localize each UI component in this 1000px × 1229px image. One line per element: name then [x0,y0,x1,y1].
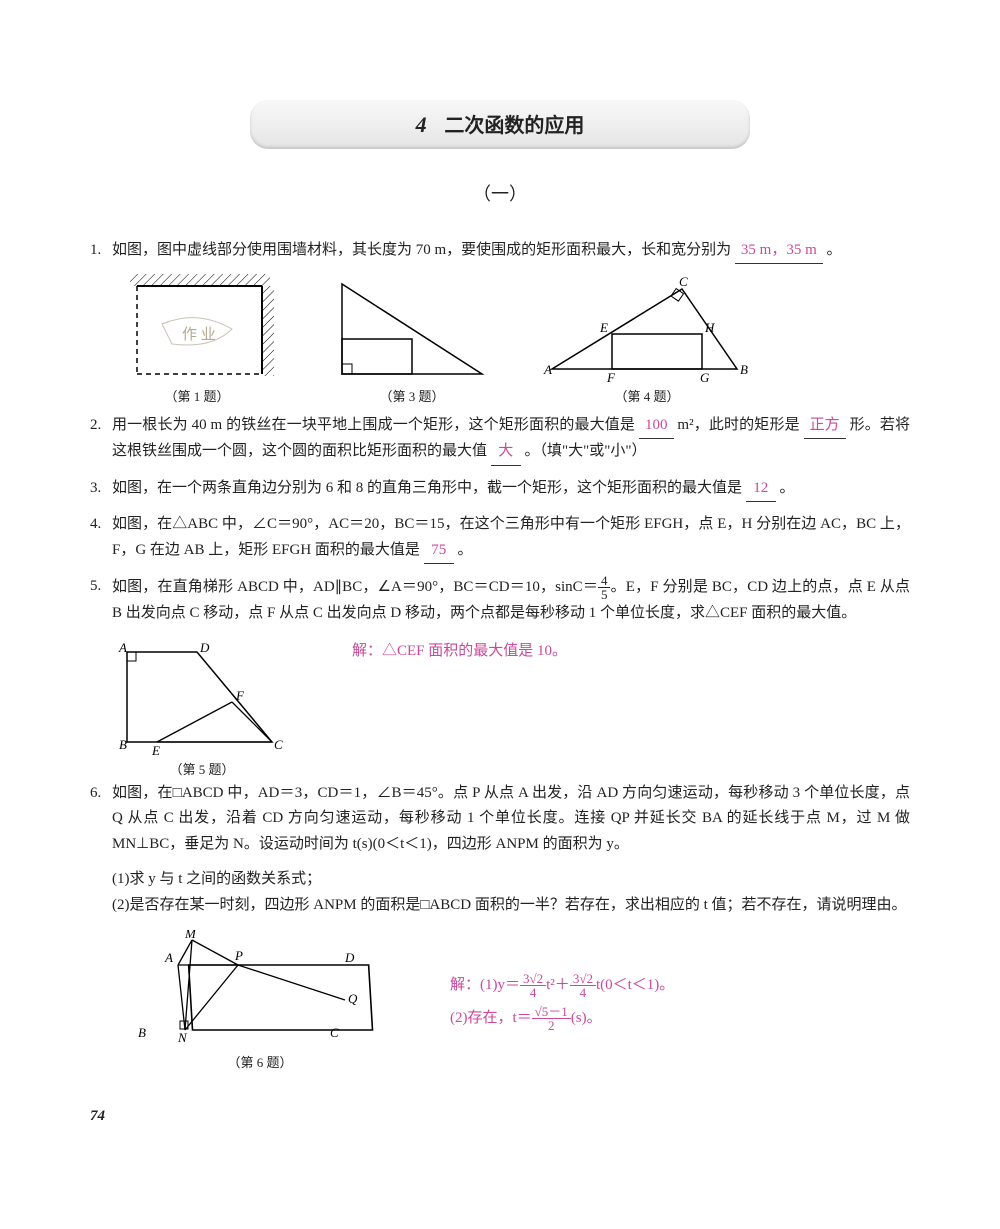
q3-answer: 12 [746,476,776,503]
section-title: 二次函数的应用 [444,115,584,137]
q5-solution: 解：△CEF 面积的最大值是 10。 [352,637,567,665]
q2-t1: 用一根长为 40 m 的铁丝在一块平地上围成一个矩形，这个矩形面积的最大值是 [112,417,635,433]
fig3-caption: （第 3 题） [332,386,492,408]
problem-number: 6. [90,781,112,858]
problem-body: 如图，在一个两条直角边分别为 6 和 8 的直角三角形中，截一个矩形，这个矩形面… [112,476,910,503]
svg-text:H: H [704,320,715,335]
section-banner: 4 二次函数的应用 [250,100,750,149]
svg-text:A: A [543,362,552,377]
problem-body: 如图，在△ABC 中，∠C＝90°，AC＝20，BC＝15，在这个三角形中有一个… [112,512,910,564]
q6-sol-line2: (2)存在，t＝√5－12(s)。 [450,1002,674,1035]
problem-6: 6. 如图，在□ABCD 中，AD＝3，CD＝1，∠B＝45°。点 P 从点 A… [90,781,910,858]
q4-t1: 如图，在△ABC 中，∠C＝90°，AC＝20，BC＝15，在这个三角形中有一个… [112,516,910,558]
q4-tail: 。 [457,542,472,558]
svg-text:M: M [184,930,197,941]
svg-text:C: C [274,737,283,752]
fig5-caption: （第 5 题） [112,759,292,781]
q6-fig-sol: A D B C M N P Q （第 6 题） 解：(1)y＝3√24t²＋3√… [90,930,910,1074]
fig4-svg: A B C E H F G [542,274,752,384]
q2-t2: m²，此时的矩形是 [677,417,799,433]
q2-a1: 100 [639,413,674,440]
svg-text:F: F [235,688,245,703]
problem-5: 5. 如图，在直角梯形 ABCD 中，AD∥BC，∠A＝90°，BC＝CD＝10… [90,574,910,627]
q5-fig-sol: A D B C E F （第 5 题） 解：△CEF 面积的最大值是 10。 [90,637,910,781]
fig3-svg [332,274,492,384]
svg-text:A: A [164,950,173,965]
fig-4: A B C E H F G （第 4 题） [542,274,752,408]
svg-text:D: D [344,950,355,965]
problem-body: 如图，在直角梯形 ABCD 中，AD∥BC，∠A＝90°，BC＝CD＝10，si… [112,574,910,627]
problem-number: 1. [90,238,112,265]
svg-text:C: C [679,274,688,289]
problem-number: 4. [90,512,112,564]
q2-t4: 。（填"大"或"小"） [525,443,647,459]
problem-body: 如图，在□ABCD 中，AD＝3，CD＝1，∠B＝45°。点 P 从点 A 出发… [112,781,910,858]
figure-row: 作 业 （第 1 题） （第 3 题） A B C E H F G （第 4 题… [112,274,910,408]
svg-text:B: B [119,737,127,752]
q6-sol-line1: 解：(1)y＝3√24t²＋3√24t(0＜t＜1)。 [450,969,674,1002]
problem-1: 1. 如图，图中虚线部分使用围墙材料，其长度为 70 m，要使围成的矩形面积最大… [90,238,910,265]
q6-solution: 解：(1)y＝3√24t²＋3√24t(0＜t＜1)。 (2)存在，t＝√5－1… [450,969,674,1035]
q2-a3: 大 [491,439,521,466]
fig5-svg: A D B C E F [112,637,292,757]
q5-frac: 45 [598,574,611,601]
fig-6: A D B C M N P Q （第 6 题） [130,930,390,1074]
q5-t1: 如图，在直角梯形 ABCD 中，AD∥BC，∠A＝90°，BC＝CD＝10，si… [112,579,598,595]
svg-text:G: G [700,370,710,384]
problem-4: 4. 如图，在△ABC 中，∠C＝90°，AC＝20，BC＝15，在这个三角形中… [90,512,910,564]
q3-tail: 。 [780,480,795,496]
svg-text:F: F [606,370,616,384]
svg-text:C: C [330,1025,339,1040]
fig1-caption: （第 1 题） [112,386,282,408]
svg-text:E: E [599,320,608,335]
fig6-caption: （第 6 题） [130,1052,390,1074]
svg-text:Q: Q [348,991,358,1006]
q6-sub2: (2)是否存在某一时刻，四边形 ANPM 的面积是□ABCD 面积的一半？若存在… [90,893,910,919]
svg-text:A: A [118,640,127,655]
svg-text:D: D [199,640,210,655]
problem-body: 如图，图中虚线部分使用围墙材料，其长度为 70 m，要使围成的矩形面积最大，长和… [112,238,910,265]
fig4-caption: （第 4 题） [542,386,752,408]
q1-tail: 。 [827,242,842,258]
fig-5: A D B C E F （第 5 题） [112,637,292,781]
svg-text:B: B [138,1025,146,1040]
fig1-svg: 作 业 [112,274,282,384]
svg-text:E: E [151,743,160,757]
q1-answer: 35 m，35 m [735,238,823,265]
q3-text: 如图，在一个两条直角边分别为 6 和 8 的直角三角形中，截一个矩形，这个矩形面… [112,480,742,496]
problem-number: 2. [90,413,112,466]
sub-heading: （一） [90,179,910,210]
problem-body: 用一根长为 40 m 的铁丝在一块平地上围成一个矩形，这个矩形面积的最大值是 1… [112,413,910,466]
q1-text: 如图，图中虚线部分使用围墙材料，其长度为 70 m，要使围成的矩形面积最大，长和… [112,242,731,258]
svg-text:作 业: 作 业 [182,326,216,343]
problem-3: 3. 如图，在一个两条直角边分别为 6 和 8 的直角三角形中，截一个矩形，这个… [90,476,910,503]
page-number: 74 [90,1104,910,1130]
q6-t1: 如图，在□ABCD 中，AD＝3，CD＝1，∠B＝45°。点 P 从点 A 出发… [112,785,910,852]
q6-sub1: (1)求 y 与 t 之间的函数关系式； [90,867,910,893]
svg-text:N: N [177,1030,188,1045]
svg-text:B: B [740,362,748,377]
fig-1: 作 业 （第 1 题） [112,274,282,408]
problem-number: 5. [90,574,112,627]
fig-3: （第 3 题） [332,274,492,408]
svg-text:P: P [234,948,243,963]
q4-answer: 75 [424,538,454,565]
fig6-svg: A D B C M N P Q [130,930,390,1050]
problem-2: 2. 用一根长为 40 m 的铁丝在一块平地上围成一个矩形，这个矩形面积的最大值… [90,413,910,466]
q2-a2: 正方 [804,413,846,440]
problem-number: 3. [90,476,112,503]
section-number: 4 [416,112,427,137]
